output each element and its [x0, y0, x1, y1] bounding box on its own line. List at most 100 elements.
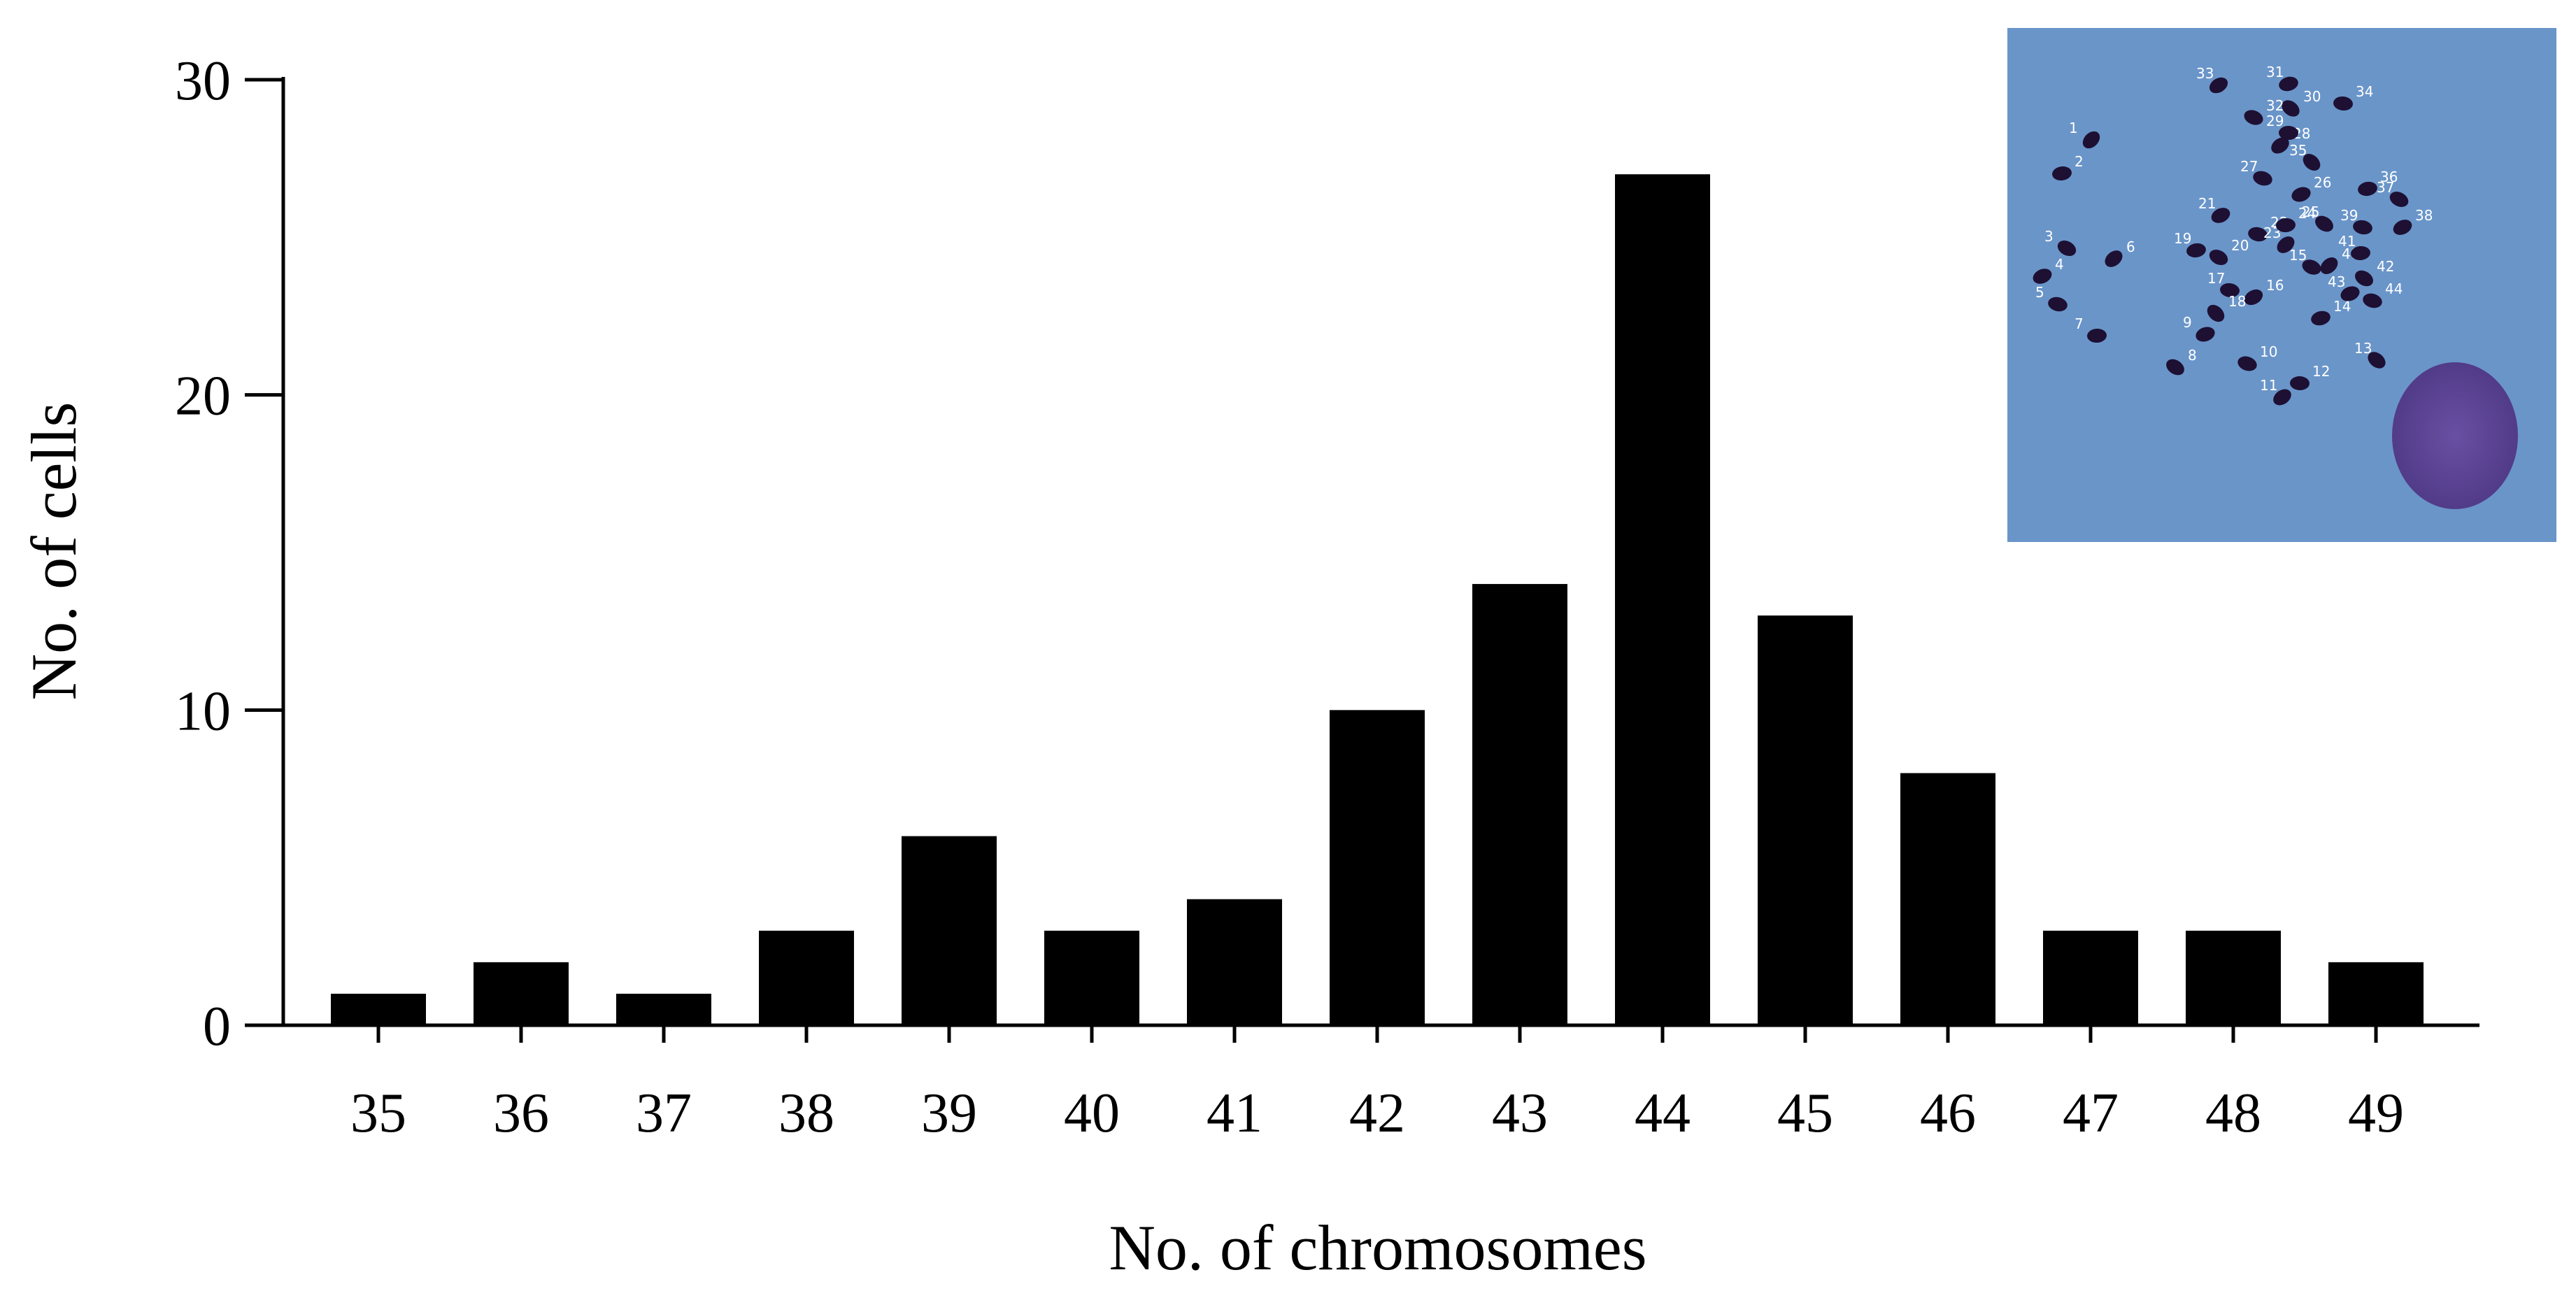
chromosome-16	[2244, 289, 2263, 306]
chromosome-8	[2166, 359, 2184, 376]
bar-40	[1044, 930, 1139, 1025]
bar-45	[1758, 615, 1853, 1025]
chromosome-label-6: 6	[2126, 238, 2135, 255]
chromosome-9	[2196, 327, 2215, 342]
x-tick-label-43: 43	[1492, 1083, 1548, 1144]
bar-41	[1187, 899, 1282, 1025]
chromosome-label-38: 38	[2415, 207, 2433, 224]
chromosome-label-2: 2	[2075, 153, 2084, 170]
chromosome-31	[2279, 76, 2298, 92]
x-tick-label-42: 42	[1349, 1083, 1405, 1144]
chromosome-19	[2186, 243, 2206, 258]
chromosome-label-17: 17	[2207, 270, 2225, 287]
x-tick-label-47: 47	[2063, 1083, 2119, 1144]
chromosome-2	[2052, 166, 2072, 181]
chromosome-label-3: 3	[2044, 228, 2054, 245]
bar-44	[1615, 174, 1710, 1026]
bar-48	[2186, 930, 2281, 1025]
chromosome-label-34: 34	[2356, 83, 2373, 100]
x-tick-label-48: 48	[2205, 1083, 2261, 1144]
bar-43	[1472, 584, 1567, 1025]
chromosome-29	[2279, 125, 2298, 141]
y-tick-label-0: 0	[203, 996, 231, 1057]
chromosome-14	[2311, 311, 2331, 326]
chromosome-label-12: 12	[2312, 363, 2330, 380]
chromosome-22	[2248, 227, 2268, 242]
chromosome-label-30: 30	[2303, 88, 2321, 105]
chromosome-12	[2290, 376, 2310, 391]
chromosome-24	[2276, 217, 2296, 233]
chromosome-34	[2333, 96, 2353, 111]
chromosome-17	[2220, 283, 2240, 298]
chromosome-18	[2207, 304, 2225, 322]
bar-46	[1900, 773, 1995, 1025]
x-tick-label-49: 49	[2348, 1083, 2404, 1144]
chromosome-15	[2302, 259, 2321, 275]
chromosome-32	[2244, 110, 2263, 125]
bar-36	[474, 962, 569, 1025]
interphase-nucleus	[2392, 362, 2518, 509]
chromosome-label-18: 18	[2228, 293, 2246, 310]
chromosome-label-1: 1	[2069, 120, 2078, 136]
chromosome-label-29: 29	[2266, 113, 2284, 129]
chromosome-label-11: 11	[2260, 377, 2277, 394]
chromosome-label-37: 37	[2377, 179, 2394, 196]
inset-micrograph: 1234567891011121314151617181920212223242…	[2007, 28, 2556, 542]
chromosome-26	[2291, 187, 2311, 202]
chromosome-25	[2315, 215, 2333, 232]
chromosome-label-10: 10	[2260, 343, 2277, 360]
chromosome-1	[2082, 131, 2100, 149]
x-tick-label-36: 36	[493, 1083, 549, 1144]
chromosome-6	[2105, 250, 2123, 267]
chromosome-label-33: 33	[2196, 65, 2214, 82]
chromosome-43	[2340, 286, 2360, 301]
bar-42	[1330, 710, 1425, 1025]
bar-37	[616, 993, 711, 1025]
chromosome-36	[2358, 181, 2377, 197]
x-tick-label-45: 45	[1777, 1083, 1833, 1144]
x-tick-label-41: 41	[1207, 1083, 1262, 1144]
chromosome-3	[2057, 240, 2077, 257]
bars	[331, 174, 2424, 1026]
chromosome-label-7: 7	[2075, 315, 2084, 332]
chromosome-label-25: 25	[2302, 204, 2319, 220]
chromosome-7	[2087, 328, 2107, 343]
chromosome-label-27: 27	[2240, 158, 2258, 175]
chromosome-41	[2351, 245, 2370, 261]
chromosome-40	[2320, 257, 2338, 274]
chromosome-label-16: 16	[2266, 277, 2284, 294]
chromosome-44	[2363, 293, 2382, 308]
chromosome-label-36: 36	[2380, 169, 2398, 185]
chromosome-label-21: 21	[2198, 195, 2216, 212]
chromosome-37	[2389, 192, 2409, 207]
chromosome-label-5: 5	[2035, 284, 2044, 301]
y-ticks: 0 10 20 30	[175, 50, 283, 1057]
bar-38	[759, 930, 854, 1025]
x-axis-title: No. of chromosomes	[1109, 1212, 1646, 1283]
chromosome-30	[2282, 100, 2300, 117]
x-tick-label-38: 38	[778, 1083, 834, 1144]
chromosome-38	[2393, 220, 2412, 235]
x-ticks: 35 36 37 38 39 40 41 42 43 44 45 46 47 48 49	[350, 1025, 2404, 1144]
chromosome-13	[2368, 352, 2386, 369]
chromosome-27	[2253, 171, 2272, 186]
chromosome-label-41: 41	[2338, 233, 2356, 250]
chromosome-10	[2237, 356, 2257, 371]
chromosome-label-31: 31	[2266, 64, 2284, 80]
x-tick-label-35: 35	[350, 1083, 406, 1144]
chromosome-28	[2271, 137, 2289, 154]
chromosome-label-26: 26	[2314, 174, 2331, 191]
chromosome-21	[2211, 208, 2230, 223]
chromosome-33	[2209, 77, 2228, 94]
chromosome-label-24: 24	[2298, 205, 2316, 222]
chromosome-label-8: 8	[2188, 347, 2197, 364]
chromosome-spread: 1234567891011121314151617181920212223242…	[2033, 64, 2433, 406]
bar-35	[331, 993, 426, 1025]
x-tick-label-39: 39	[921, 1083, 977, 1144]
chromosome-label-20: 20	[2231, 237, 2249, 254]
chromosome-label-4: 4	[2055, 256, 2064, 273]
y-tick-label-10: 10	[175, 680, 231, 742]
chromosome-5	[2048, 297, 2068, 312]
chromosome-label-15: 15	[2289, 247, 2307, 264]
